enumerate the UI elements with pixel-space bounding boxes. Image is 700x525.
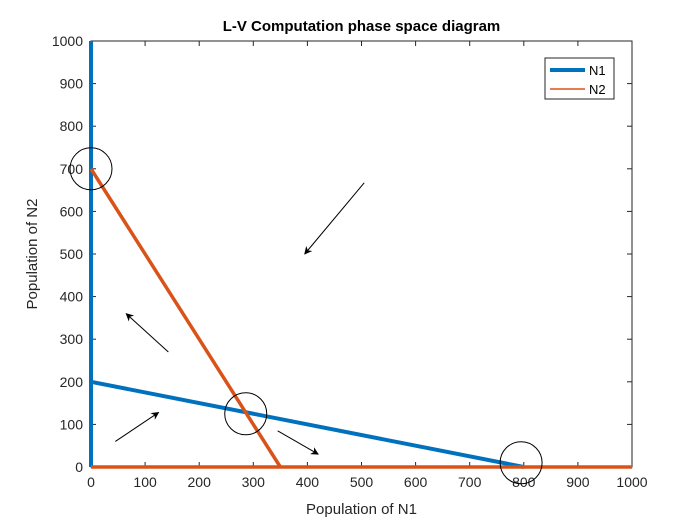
series-n1-line <box>90 379 525 469</box>
x-tick-label: 300 <box>242 474 266 490</box>
y-tick-label: 0 <box>75 459 83 475</box>
x-tick-label: 800 <box>512 474 536 490</box>
direction-arrow <box>115 412 160 442</box>
x-tick-label: 500 <box>350 474 374 490</box>
legend-label-n2: N2 <box>589 82 606 97</box>
x-tick-label: 600 <box>404 474 428 490</box>
x-tick-label: 200 <box>188 474 212 490</box>
y-tick-label: 1000 <box>52 33 83 49</box>
legend-label-n1: N1 <box>589 63 606 78</box>
y-tick-label: 400 <box>60 289 84 305</box>
y-tick-label: 800 <box>60 118 84 134</box>
x-axis-label: Population of N1 <box>306 501 417 518</box>
y-tick-label: 100 <box>60 416 84 432</box>
y-tick-label: 500 <box>60 246 84 262</box>
equilibrium-circle <box>224 392 268 436</box>
x-tick-label: 0 <box>87 474 95 490</box>
x-tick-label: 400 <box>296 474 320 490</box>
direction-arrow <box>125 313 169 353</box>
chart-title: L-V Computation phase space diagram <box>223 18 501 35</box>
x-tick-label: 1000 <box>616 474 647 490</box>
x-tick-label: 100 <box>133 474 157 490</box>
plot-area-box <box>90 40 633 468</box>
x-tick-label: 700 <box>458 474 482 490</box>
direction-arrow <box>304 182 365 255</box>
y-tick-label: 700 <box>60 161 84 177</box>
equilibrium-circle <box>499 441 543 485</box>
direction-arrow <box>277 430 319 455</box>
equilibrium-circle <box>69 147 113 191</box>
y-tick-label: 600 <box>60 203 84 219</box>
series-n2-line <box>89 167 282 468</box>
y-tick-label: 900 <box>60 76 84 92</box>
x-tick-label: 900 <box>566 474 590 490</box>
y-tick-label: 300 <box>60 331 84 347</box>
y-axis-label: Population of N2 <box>24 199 41 310</box>
y-tick-label: 200 <box>60 374 84 390</box>
legend-box <box>544 57 615 100</box>
